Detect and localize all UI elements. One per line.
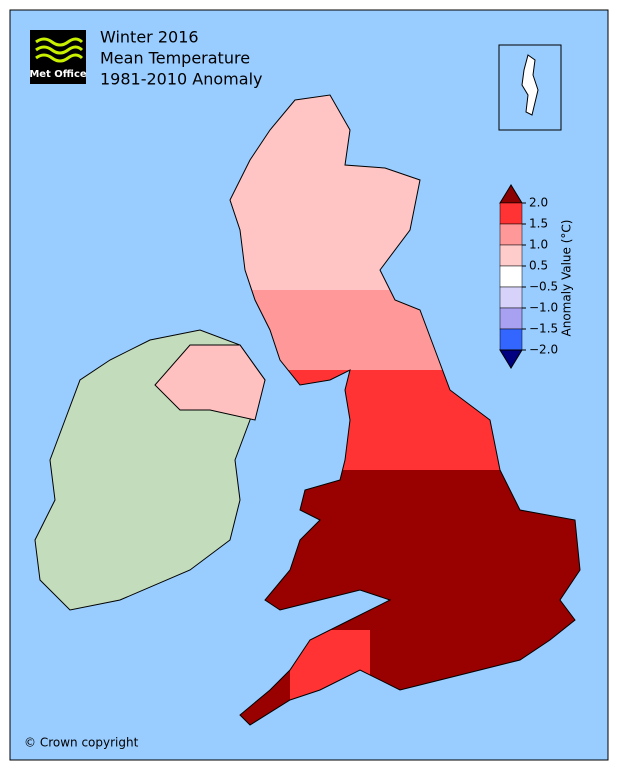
colorbar-segment — [499, 286, 523, 309]
copyright: © Crown copyright — [24, 736, 139, 750]
coastline — [229, 94, 581, 726]
title-line: 1981-2010 Anomaly — [100, 70, 262, 89]
colorbar-segment — [499, 202, 523, 225]
colorbar-tick-label: −1.0 — [529, 301, 558, 315]
title-line: Winter 2016 — [100, 28, 199, 47]
colorbar-segment — [499, 265, 523, 288]
colorbar-label: Anomaly Value (°C) — [560, 220, 574, 337]
colorbar-segment — [499, 223, 523, 246]
logo-text: Met Office — [29, 69, 87, 80]
colorbar-segment — [499, 328, 523, 351]
title-line: Mean Temperature — [100, 49, 250, 68]
colorbar-tick-label: −0.5 — [529, 280, 558, 294]
colorbar-extend-bottom — [499, 349, 523, 369]
colorbar-tick-label: 1.0 — [529, 238, 548, 252]
colorbar-tick-label: −2.0 — [529, 343, 558, 357]
logo-waves — [35, 37, 84, 63]
colorbar-tick-label: 2.0 — [529, 196, 548, 210]
colorbar-tick-label: 1.5 — [529, 217, 548, 231]
shetland — [521, 54, 539, 116]
colorbar-tick-label: −1.5 — [529, 322, 558, 336]
colorbar-segment — [499, 307, 523, 330]
northern-ireland — [154, 344, 266, 421]
colorbar-segment — [499, 244, 523, 267]
colorbar-tick-label: 0.5 — [529, 259, 548, 273]
